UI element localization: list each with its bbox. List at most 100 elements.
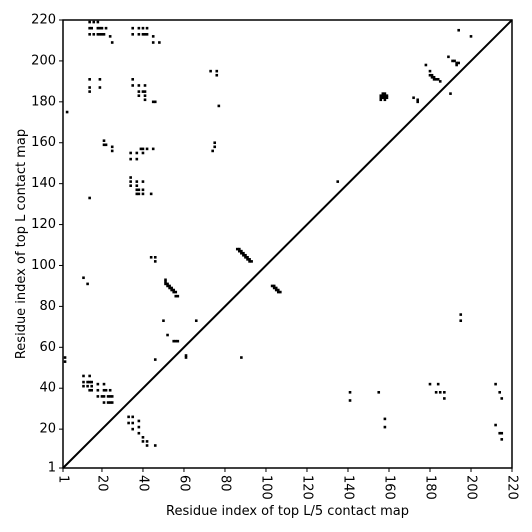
contact-point (162, 319, 165, 323)
contact-point (141, 192, 145, 196)
contact-point (443, 397, 446, 400)
contact-point (274, 286, 278, 290)
contact-point (137, 33, 141, 36)
contact-point (459, 319, 463, 323)
contact-point (170, 288, 173, 292)
contact-point (457, 61, 460, 65)
contact-point (145, 26, 149, 30)
contact-point (129, 157, 132, 161)
contact-point (110, 41, 114, 44)
contact-point (438, 80, 442, 83)
contact-point (217, 104, 221, 108)
contact-point (135, 151, 139, 155)
contact-point (143, 98, 147, 102)
contact-point (90, 26, 93, 30)
contact-point (143, 84, 147, 87)
y-tick-label: 220 (31, 13, 56, 28)
contact-point (98, 78, 102, 81)
contact-point (213, 145, 217, 149)
contact-point (131, 84, 135, 87)
contact-point (438, 391, 442, 394)
contact-point (129, 184, 132, 187)
y-tick-label: 140 (31, 176, 56, 191)
contact-point (127, 421, 130, 425)
contact-point (82, 374, 85, 378)
contact-point (82, 384, 85, 388)
contact-point (272, 286, 276, 290)
contact-point (238, 249, 241, 253)
contact-point (453, 59, 456, 63)
contact-point (143, 90, 147, 93)
contact-point (135, 184, 139, 187)
contact-point (110, 149, 114, 153)
contact-point (131, 415, 135, 419)
contact-point (127, 415, 130, 419)
contact-point (172, 339, 176, 343)
contact-point (65, 110, 69, 114)
contact-point (96, 388, 100, 392)
y-tick-label: 20 (39, 422, 56, 437)
contact-point (430, 75, 434, 79)
contact-point (98, 86, 102, 89)
contact-point (88, 20, 91, 24)
contact-point (141, 180, 145, 183)
contact-point (242, 253, 245, 257)
contact-point (86, 380, 89, 384)
y-tick-label: 180 (31, 94, 56, 109)
x-tick-label: 120 (299, 475, 314, 500)
contact-point (88, 388, 91, 392)
contact-point (153, 358, 157, 361)
contact-point (153, 256, 157, 259)
contact-point (213, 141, 217, 145)
contact-point (137, 192, 141, 196)
contact-point (383, 98, 387, 102)
contact-point (469, 35, 473, 38)
contact-point (145, 440, 149, 443)
contact-point (96, 20, 100, 24)
contact-point (90, 380, 93, 384)
contact-point (141, 26, 145, 30)
contact-point (248, 260, 251, 263)
contact-point (500, 438, 504, 441)
contact-point (500, 431, 504, 435)
contact-point (428, 73, 432, 77)
contact-point (100, 26, 104, 30)
contact-point (104, 26, 108, 30)
contact-point (432, 78, 436, 81)
contact-point (135, 157, 139, 161)
x-axis-label: Residue index of top L/5 contact map (166, 504, 409, 519)
contact-point (172, 288, 176, 292)
contact-point (151, 147, 155, 151)
x-tick-label: 60 (176, 475, 191, 492)
contact-point (428, 382, 432, 386)
contact-point (174, 290, 178, 294)
contact-point (381, 96, 385, 100)
y-axis-label: Residue index of top L contact map (14, 129, 29, 359)
contact-point (168, 286, 171, 290)
contact-point (108, 388, 112, 392)
x-axis-ticks: 1 20 40 60 80 100 120 140 160 180 200 220 (56, 468, 520, 500)
contact-point (82, 380, 85, 384)
contact-point (151, 35, 155, 38)
contact-point (100, 395, 104, 398)
contact-point (143, 94, 147, 97)
contact-point (141, 188, 145, 192)
contact-point (158, 41, 161, 44)
contact-point (215, 73, 219, 77)
contact-point (63, 356, 67, 359)
contact-point (240, 249, 243, 253)
y-tick-label: 40 (39, 381, 56, 396)
contact-point (459, 313, 463, 316)
contact-point (104, 143, 108, 147)
contact-point (416, 100, 419, 104)
contact-point (131, 33, 135, 36)
contact-point (129, 176, 132, 179)
contact-point (377, 391, 381, 394)
contact-point (270, 284, 274, 288)
contact-point (348, 399, 352, 402)
contact-point (176, 339, 180, 343)
contact-point (434, 391, 438, 394)
contact-point (385, 94, 389, 97)
contact-point (149, 192, 153, 196)
